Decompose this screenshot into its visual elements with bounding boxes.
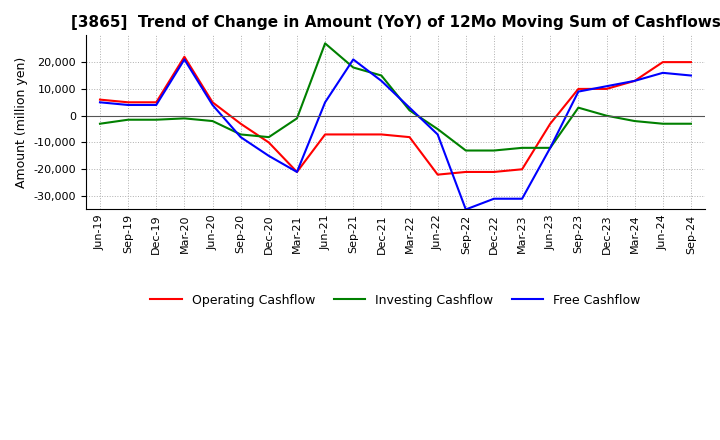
Operating Cashflow xyxy=(462,169,470,175)
Free Cashflow xyxy=(377,78,386,84)
Investing Cashflow xyxy=(462,148,470,153)
Investing Cashflow xyxy=(124,117,132,122)
Operating Cashflow xyxy=(292,169,301,175)
Investing Cashflow xyxy=(349,65,358,70)
Free Cashflow xyxy=(687,73,696,78)
Investing Cashflow xyxy=(236,132,245,137)
Investing Cashflow xyxy=(264,135,273,140)
Free Cashflow xyxy=(490,196,498,202)
Investing Cashflow xyxy=(152,117,161,122)
Free Cashflow xyxy=(180,57,189,62)
Free Cashflow xyxy=(462,207,470,212)
Investing Cashflow xyxy=(405,108,414,113)
Free Cashflow xyxy=(124,103,132,108)
Operating Cashflow xyxy=(321,132,330,137)
Operating Cashflow xyxy=(433,172,442,177)
Legend: Operating Cashflow, Investing Cashflow, Free Cashflow: Operating Cashflow, Investing Cashflow, … xyxy=(145,289,646,312)
Operating Cashflow xyxy=(236,121,245,126)
Investing Cashflow xyxy=(602,113,611,118)
Free Cashflow xyxy=(264,153,273,158)
Free Cashflow xyxy=(321,100,330,105)
Free Cashflow xyxy=(152,103,161,108)
Free Cashflow xyxy=(602,84,611,89)
Investing Cashflow xyxy=(546,145,554,150)
Free Cashflow xyxy=(574,89,582,94)
Free Cashflow xyxy=(349,57,358,62)
Free Cashflow xyxy=(208,103,217,108)
Operating Cashflow xyxy=(264,140,273,145)
Investing Cashflow xyxy=(687,121,696,126)
Line: Free Cashflow: Free Cashflow xyxy=(100,59,691,209)
Investing Cashflow xyxy=(518,145,526,150)
Operating Cashflow xyxy=(687,59,696,65)
Title: [3865]  Trend of Change in Amount (YoY) of 12Mo Moving Sum of Cashflows: [3865] Trend of Change in Amount (YoY) o… xyxy=(71,15,720,30)
Operating Cashflow xyxy=(546,121,554,126)
Operating Cashflow xyxy=(349,132,358,137)
Operating Cashflow xyxy=(630,78,639,84)
Operating Cashflow xyxy=(96,97,104,102)
Investing Cashflow xyxy=(180,116,189,121)
Operating Cashflow xyxy=(180,54,189,59)
Free Cashflow xyxy=(96,100,104,105)
Free Cashflow xyxy=(659,70,667,76)
Operating Cashflow xyxy=(405,135,414,140)
Operating Cashflow xyxy=(659,59,667,65)
Free Cashflow xyxy=(236,135,245,140)
Investing Cashflow xyxy=(630,118,639,124)
Investing Cashflow xyxy=(659,121,667,126)
Operating Cashflow xyxy=(574,86,582,92)
Operating Cashflow xyxy=(124,100,132,105)
Y-axis label: Amount (million yen): Amount (million yen) xyxy=(15,57,28,188)
Free Cashflow xyxy=(292,169,301,175)
Investing Cashflow xyxy=(208,118,217,124)
Line: Operating Cashflow: Operating Cashflow xyxy=(100,57,691,175)
Free Cashflow xyxy=(630,78,639,84)
Investing Cashflow xyxy=(490,148,498,153)
Operating Cashflow xyxy=(490,169,498,175)
Investing Cashflow xyxy=(377,73,386,78)
Operating Cashflow xyxy=(518,167,526,172)
Free Cashflow xyxy=(405,105,414,110)
Operating Cashflow xyxy=(377,132,386,137)
Investing Cashflow xyxy=(96,121,104,126)
Free Cashflow xyxy=(546,145,554,150)
Free Cashflow xyxy=(433,132,442,137)
Line: Investing Cashflow: Investing Cashflow xyxy=(100,44,691,150)
Investing Cashflow xyxy=(292,116,301,121)
Operating Cashflow xyxy=(602,86,611,92)
Free Cashflow xyxy=(518,196,526,202)
Operating Cashflow xyxy=(152,100,161,105)
Investing Cashflow xyxy=(433,126,442,132)
Investing Cashflow xyxy=(574,105,582,110)
Operating Cashflow xyxy=(208,100,217,105)
Investing Cashflow xyxy=(321,41,330,46)
